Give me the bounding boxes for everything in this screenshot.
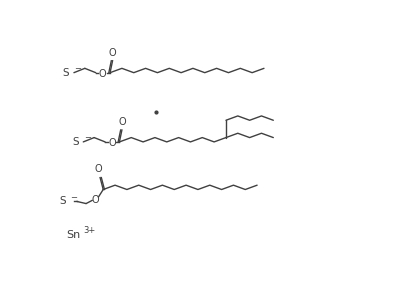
Text: 3+: 3+ bbox=[83, 226, 95, 235]
Text: O: O bbox=[109, 47, 116, 58]
Text: S: S bbox=[63, 68, 69, 78]
Text: O: O bbox=[91, 195, 99, 205]
Text: S: S bbox=[72, 137, 79, 147]
Text: O: O bbox=[99, 69, 106, 79]
Text: S: S bbox=[59, 196, 66, 207]
Text: −: − bbox=[70, 193, 77, 202]
Text: O: O bbox=[95, 164, 102, 174]
Text: −: − bbox=[74, 64, 81, 73]
Text: Sn: Sn bbox=[66, 230, 80, 240]
Text: O: O bbox=[118, 117, 126, 127]
Text: −: − bbox=[84, 133, 91, 142]
Text: O: O bbox=[108, 138, 115, 148]
